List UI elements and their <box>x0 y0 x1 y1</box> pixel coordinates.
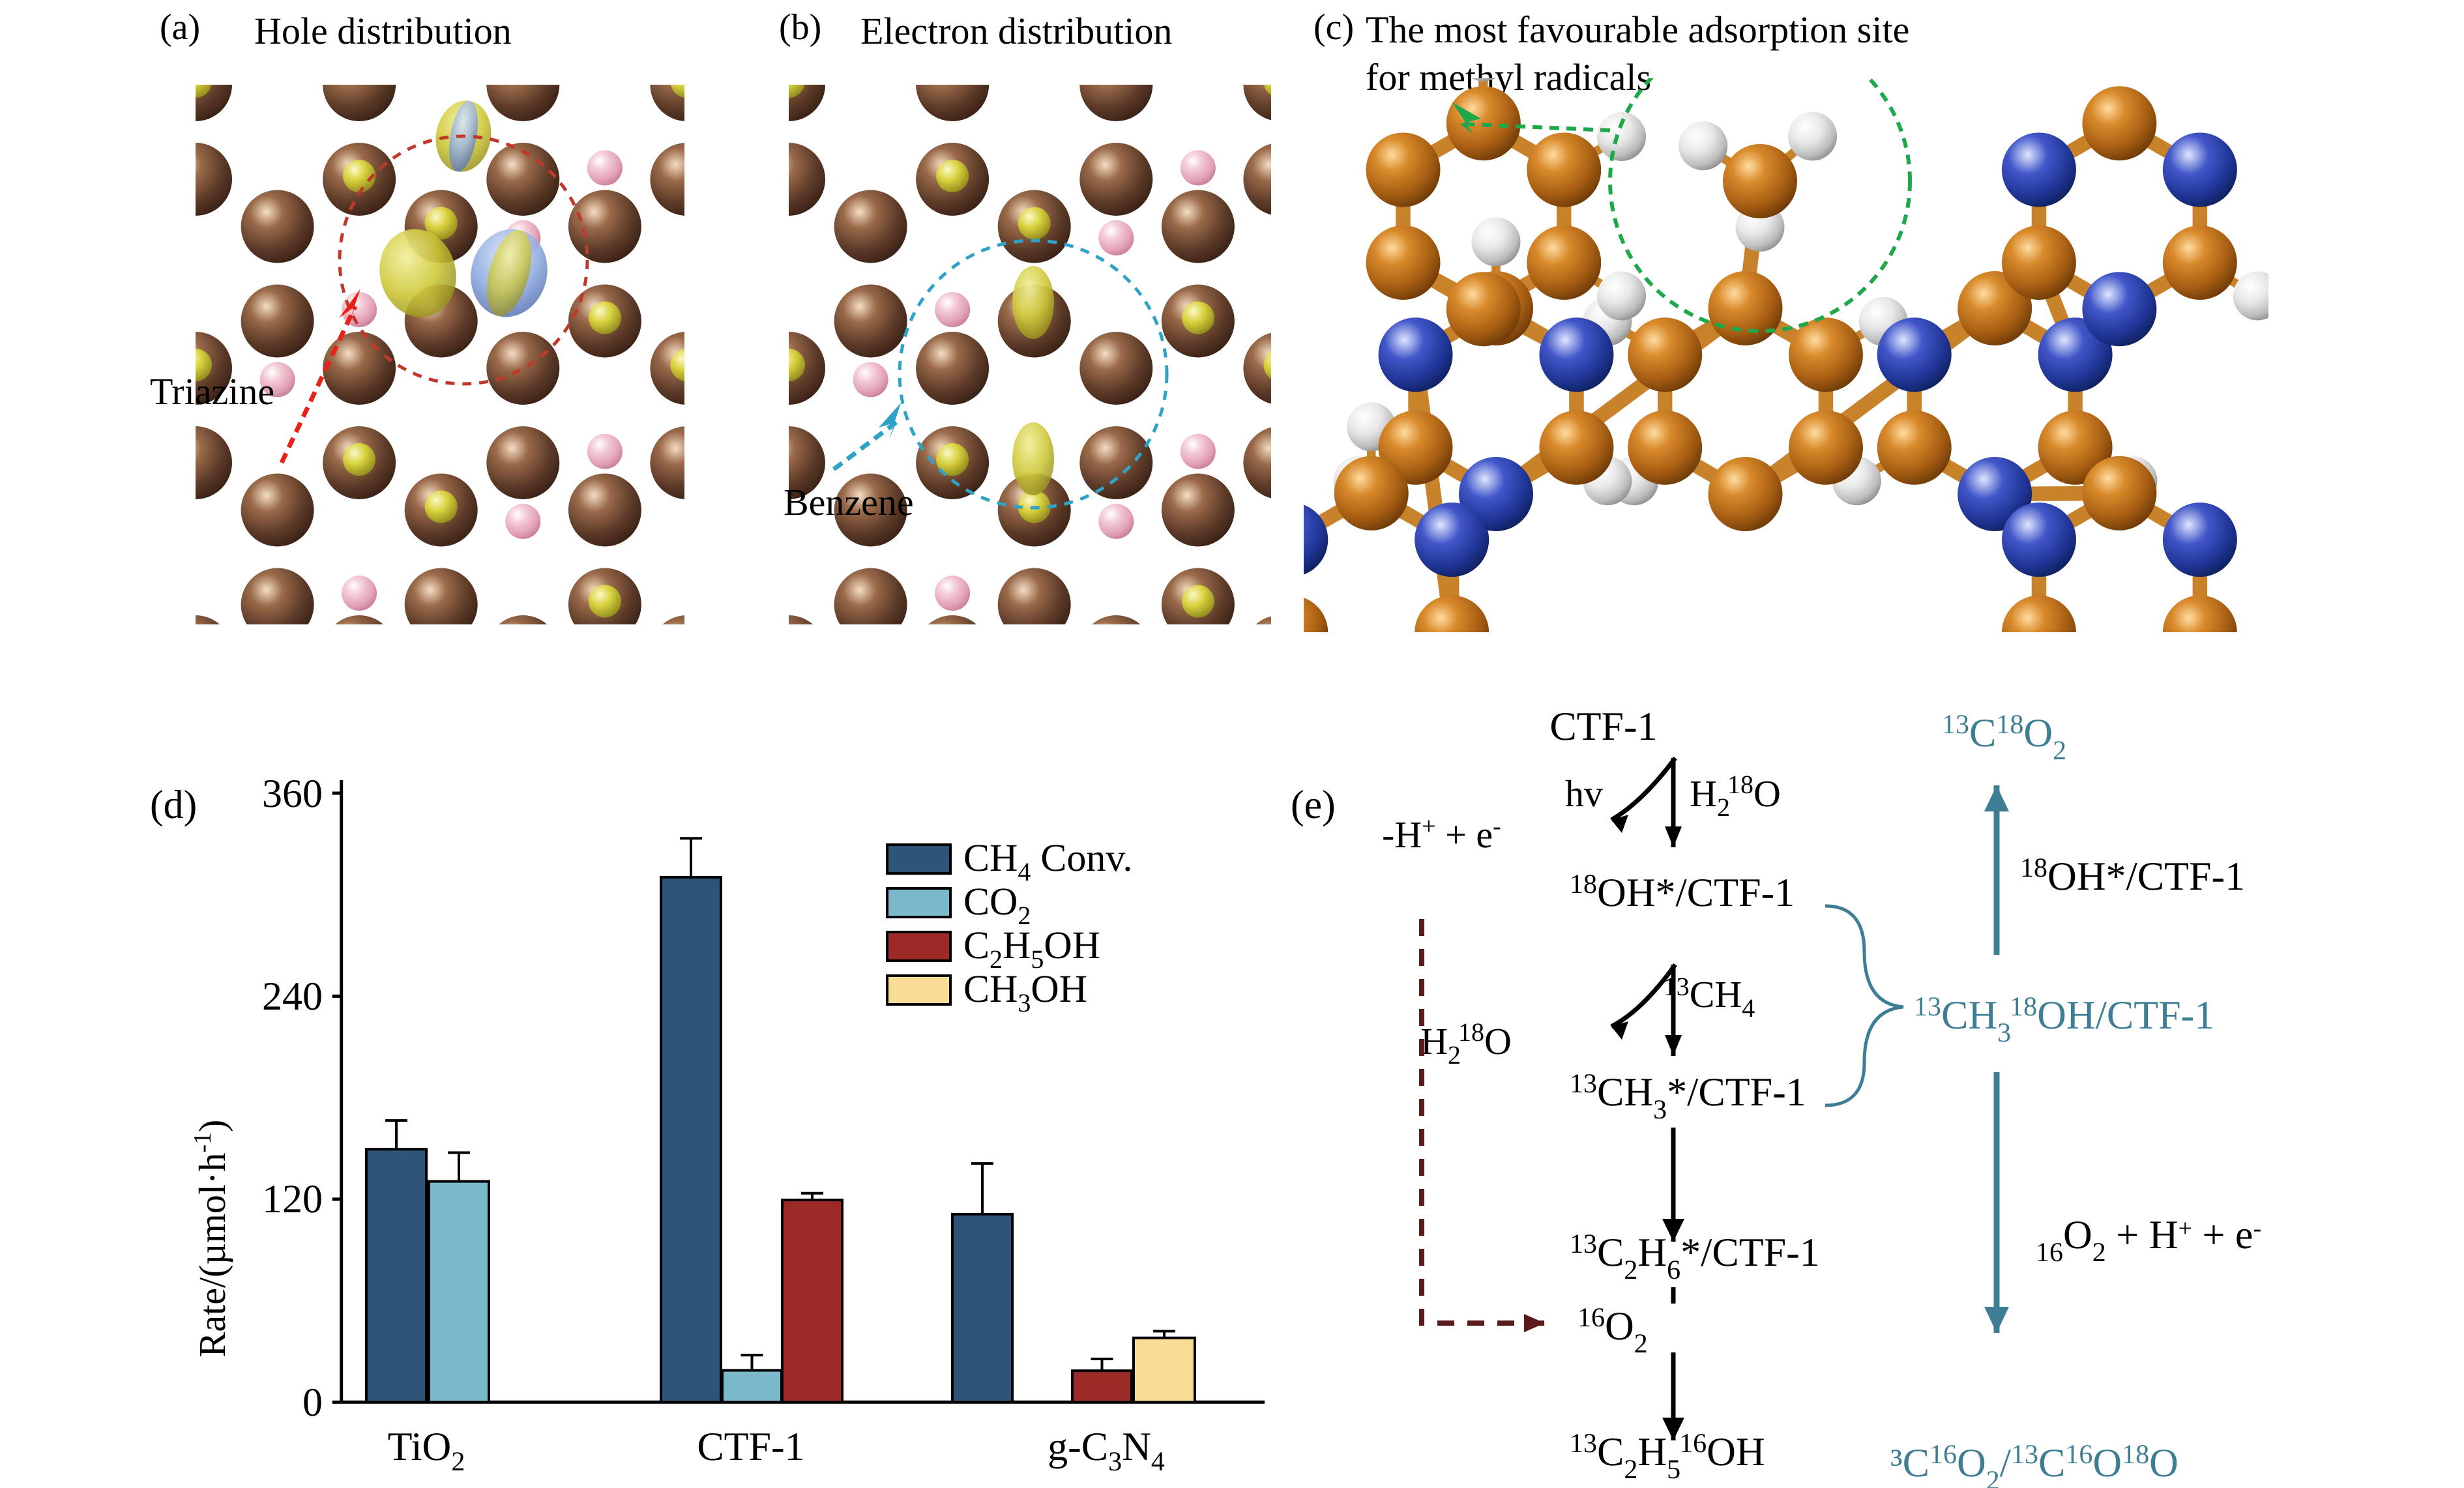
svg-text:C2H5OH: C2H5OH <box>963 924 1100 974</box>
svg-text:13C2H516OH: 13C2H516OH <box>1570 1429 1765 1485</box>
svg-text:g-C3N4: g-C3N4 <box>1048 1425 1165 1477</box>
svg-text:16O2 + H+ + e-: 16O2 + H+ + e- <box>2036 1213 2261 1268</box>
svg-text:-H+ + e-: -H+ + e- <box>1382 813 1501 856</box>
svg-text:18OH*/CTF-1: 18OH*/CTF-1 <box>2020 853 2245 899</box>
svg-text:CTF-1: CTF-1 <box>1549 705 1657 749</box>
svg-text:13C2H6*/CTF-1: 13C2H6*/CTF-1 <box>1570 1229 1820 1285</box>
svg-text:CH4 Conv.: CH4 Conv. <box>963 836 1132 886</box>
svg-text:CO2: CO2 <box>963 880 1031 930</box>
svg-text:CTF-1: CTF-1 <box>697 1425 804 1469</box>
svg-text:120: 120 <box>262 1177 323 1221</box>
svg-text:240: 240 <box>262 974 323 1019</box>
svg-text:(d): (d) <box>150 783 197 827</box>
svg-text:0: 0 <box>302 1380 323 1425</box>
svg-text:CH3OH: CH3OH <box>963 967 1087 1017</box>
svg-text:13CH3*/CTF-1: 13CH3*/CTF-1 <box>1570 1069 1806 1125</box>
svg-text:18OH*/CTF-1: 18OH*/CTF-1 <box>1570 869 1795 915</box>
svg-text:Benzene: Benzene <box>784 481 914 523</box>
svg-text:13CH318OH/CTF-1: 13CH318OH/CTF-1 <box>1914 992 2214 1048</box>
svg-text:³C16O2/13C16O18O: ³C16O2/13C16O18O <box>1890 1440 2178 1488</box>
svg-text:(e): (e) <box>1291 783 1336 827</box>
svg-text:H218O: H218O <box>1690 770 1781 822</box>
svg-text:360: 360 <box>262 772 323 816</box>
svg-text:H218O: H218O <box>1420 1017 1512 1070</box>
svg-text:Triazine: Triazine <box>150 370 274 413</box>
svg-text:13C18O2: 13C18O2 <box>1942 710 2066 766</box>
svg-text:hv: hv <box>1565 772 1603 815</box>
svg-text:16O2: 16O2 <box>1577 1303 1648 1359</box>
svg-text:TiO2: TiO2 <box>388 1425 465 1477</box>
svg-text:Rate/(µmol·h-1): Rate/(µmol·h-1) <box>189 1120 233 1358</box>
svg-text:13CH4: 13CH4 <box>1664 972 1755 1023</box>
